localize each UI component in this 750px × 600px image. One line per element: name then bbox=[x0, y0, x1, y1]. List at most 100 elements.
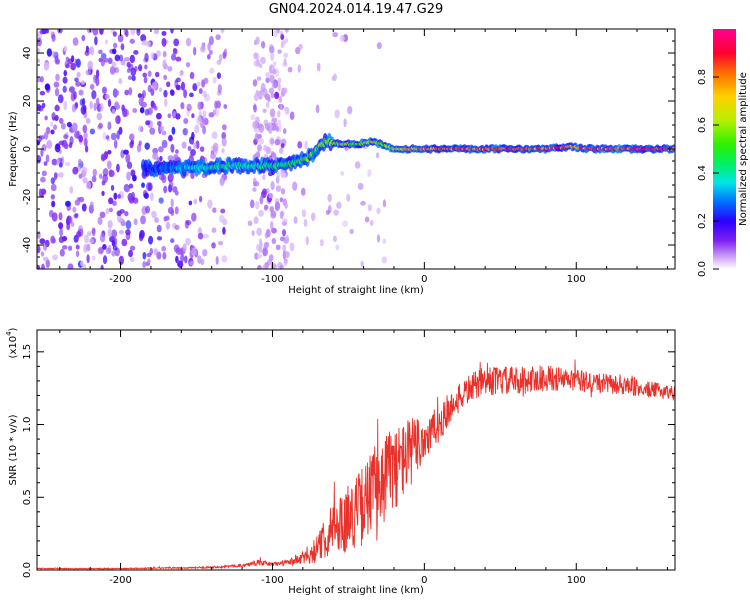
spectrogram-noise-cell bbox=[261, 264, 266, 269]
spectrogram-noise-cell bbox=[100, 53, 107, 59]
spectrogram-noise-cell bbox=[170, 29, 174, 34]
snr-y-scale: (x104) bbox=[5, 327, 19, 358]
spectrogram-noise-cell bbox=[249, 199, 255, 209]
colorbar-tick-label: 0.6 bbox=[697, 117, 708, 133]
spectrogram-noise-cell bbox=[121, 238, 128, 247]
spectrogram-noise-cell bbox=[360, 200, 366, 206]
spectrogram-noise-cell bbox=[221, 132, 227, 140]
spectrogram-noise-cell bbox=[151, 210, 157, 219]
x-tick-label: 100 bbox=[567, 274, 586, 285]
spectrogram-y-axis-label: Frequency (Hz) bbox=[8, 111, 19, 187]
spectrogram-noise-cell bbox=[138, 140, 142, 146]
spectrogram-noise-cell bbox=[133, 218, 138, 226]
spectrogram-noise-cell bbox=[111, 250, 116, 257]
spectrogram-noise-cell bbox=[149, 247, 154, 255]
spectrogram-noise-cell bbox=[276, 29, 280, 34]
spectrogram-noise-cell bbox=[167, 66, 173, 72]
spectrogram-noise-cell bbox=[346, 193, 351, 202]
spectrogram-noise-cell bbox=[37, 58, 40, 64]
spectrogram-noise-cell bbox=[45, 259, 50, 269]
spectrogram-noise-cell bbox=[43, 161, 48, 166]
spectrogram-noise-cell bbox=[146, 182, 152, 192]
spectrogram-noise-cell bbox=[100, 264, 104, 269]
spectrogram-noise-cell bbox=[253, 93, 260, 102]
spectrogram-noise-cell bbox=[275, 244, 281, 251]
spectrogram-noise-cell bbox=[45, 154, 50, 163]
x-tick-label: 0 bbox=[421, 274, 427, 285]
spectrogram-noise-cell bbox=[95, 76, 100, 87]
spectrogram-noise-cell bbox=[157, 120, 162, 127]
spectrogram-noise-cell bbox=[198, 195, 203, 203]
spectrogram-noise-cell bbox=[282, 128, 287, 134]
spectrogram-noise-cell bbox=[112, 245, 118, 251]
y-tick-label: 40 bbox=[22, 47, 33, 60]
spectrogram-noise-cell bbox=[215, 108, 220, 117]
spectrogram-noise-cell bbox=[382, 238, 387, 244]
spectrogram-noise-cell bbox=[168, 181, 174, 188]
spectrogram-noise-cell bbox=[283, 259, 288, 267]
spectrogram-noise-cell bbox=[70, 62, 76, 71]
spectrogram-noise-cell bbox=[112, 31, 117, 37]
spectrogram-noise-cell bbox=[102, 243, 107, 250]
spectrogram-noise-cell bbox=[52, 50, 56, 58]
spectrogram-noise-cell bbox=[275, 185, 282, 192]
spectrogram-noise-cell bbox=[63, 69, 67, 77]
spectrogram-noise-cell bbox=[73, 213, 79, 219]
spectrogram-noise-cell bbox=[215, 34, 221, 41]
spectrogram-noise-cell bbox=[83, 243, 88, 253]
spectrogram-noise-cell bbox=[61, 245, 68, 250]
spectrogram-noise-cell bbox=[118, 126, 123, 135]
spectrogram-noise-cell bbox=[40, 251, 45, 257]
spectrogram-noise-cell bbox=[189, 260, 195, 266]
spectrogram-noise-cell bbox=[144, 52, 149, 63]
spectrogram-noise-cell bbox=[272, 117, 278, 123]
spectrogram-noise-cell bbox=[172, 47, 178, 54]
spectrogram-noise-cell bbox=[39, 90, 46, 96]
x-tick-label: 100 bbox=[567, 575, 586, 586]
spectrogram-noise-cell bbox=[132, 108, 138, 113]
spectrogram-noise-cell bbox=[376, 42, 382, 50]
spectrogram-noise-cell bbox=[53, 124, 58, 131]
spectrogram-noise-cell bbox=[161, 139, 168, 149]
spectrogram-noise-cell bbox=[128, 249, 133, 258]
spectrogram-noise-cell bbox=[50, 121, 54, 127]
spectrogram-noise-cell bbox=[147, 258, 151, 264]
spectrogram-noise-cell bbox=[120, 43, 125, 51]
spectrogram-noise-cell bbox=[115, 67, 120, 74]
spectrogram-noise-cell bbox=[143, 76, 148, 84]
spectrogram-noise-cell bbox=[159, 156, 163, 162]
spectrogram-noise-cell bbox=[185, 219, 192, 226]
spectrogram-noise-cell bbox=[203, 77, 209, 85]
snr-series bbox=[36, 359, 676, 570]
spectrogram-noise-cell bbox=[50, 177, 55, 185]
spectrogram-noise-cell bbox=[256, 59, 260, 67]
spectrogram-noise-cell bbox=[82, 177, 88, 184]
spectrogram-noise-cell bbox=[325, 209, 331, 215]
spectrogram-noise-cell bbox=[304, 140, 308, 150]
spectrogram-noise-cell bbox=[221, 124, 227, 131]
spectrogram-noise-cell bbox=[52, 254, 58, 261]
spectrogram-noise-cell bbox=[143, 192, 149, 199]
spectrogram-noise-cell bbox=[279, 264, 284, 269]
spectrogram-noise-cell bbox=[137, 64, 143, 72]
spectrogram-noise-cell bbox=[180, 81, 186, 91]
spectrogram-noise-cell bbox=[98, 49, 103, 55]
spectrogram-noise-cell bbox=[191, 212, 197, 222]
colorbar-tick-label: 0.8 bbox=[697, 69, 708, 85]
spectrogram-noise-cell bbox=[332, 32, 339, 38]
spectrogram-noise-cell bbox=[223, 104, 228, 109]
spectrogram-noise-cell bbox=[81, 166, 88, 175]
snr-panel: -200 -100 0 100 0.0 0.5 1.0 1.5 Height of strai… bbox=[5, 327, 676, 596]
snr-y-scale-exponent: 4 bbox=[5, 331, 13, 336]
x-tick-label: -200 bbox=[109, 274, 132, 285]
spectrogram-noise-cell bbox=[82, 263, 87, 269]
spectrogram-noise-cell bbox=[217, 84, 222, 94]
x-tick-label: -100 bbox=[261, 274, 284, 285]
spectrogram-noise-cell bbox=[37, 264, 41, 269]
spectrogram-noise-cell bbox=[106, 160, 112, 170]
spectrogram-noise-cell bbox=[170, 198, 174, 208]
spectrogram-noise-cell bbox=[256, 76, 262, 81]
spectrogram-noise-cell bbox=[149, 127, 156, 135]
spectrogram-noise-cell bbox=[223, 48, 228, 57]
spectrogram-noise-cell bbox=[41, 144, 47, 152]
